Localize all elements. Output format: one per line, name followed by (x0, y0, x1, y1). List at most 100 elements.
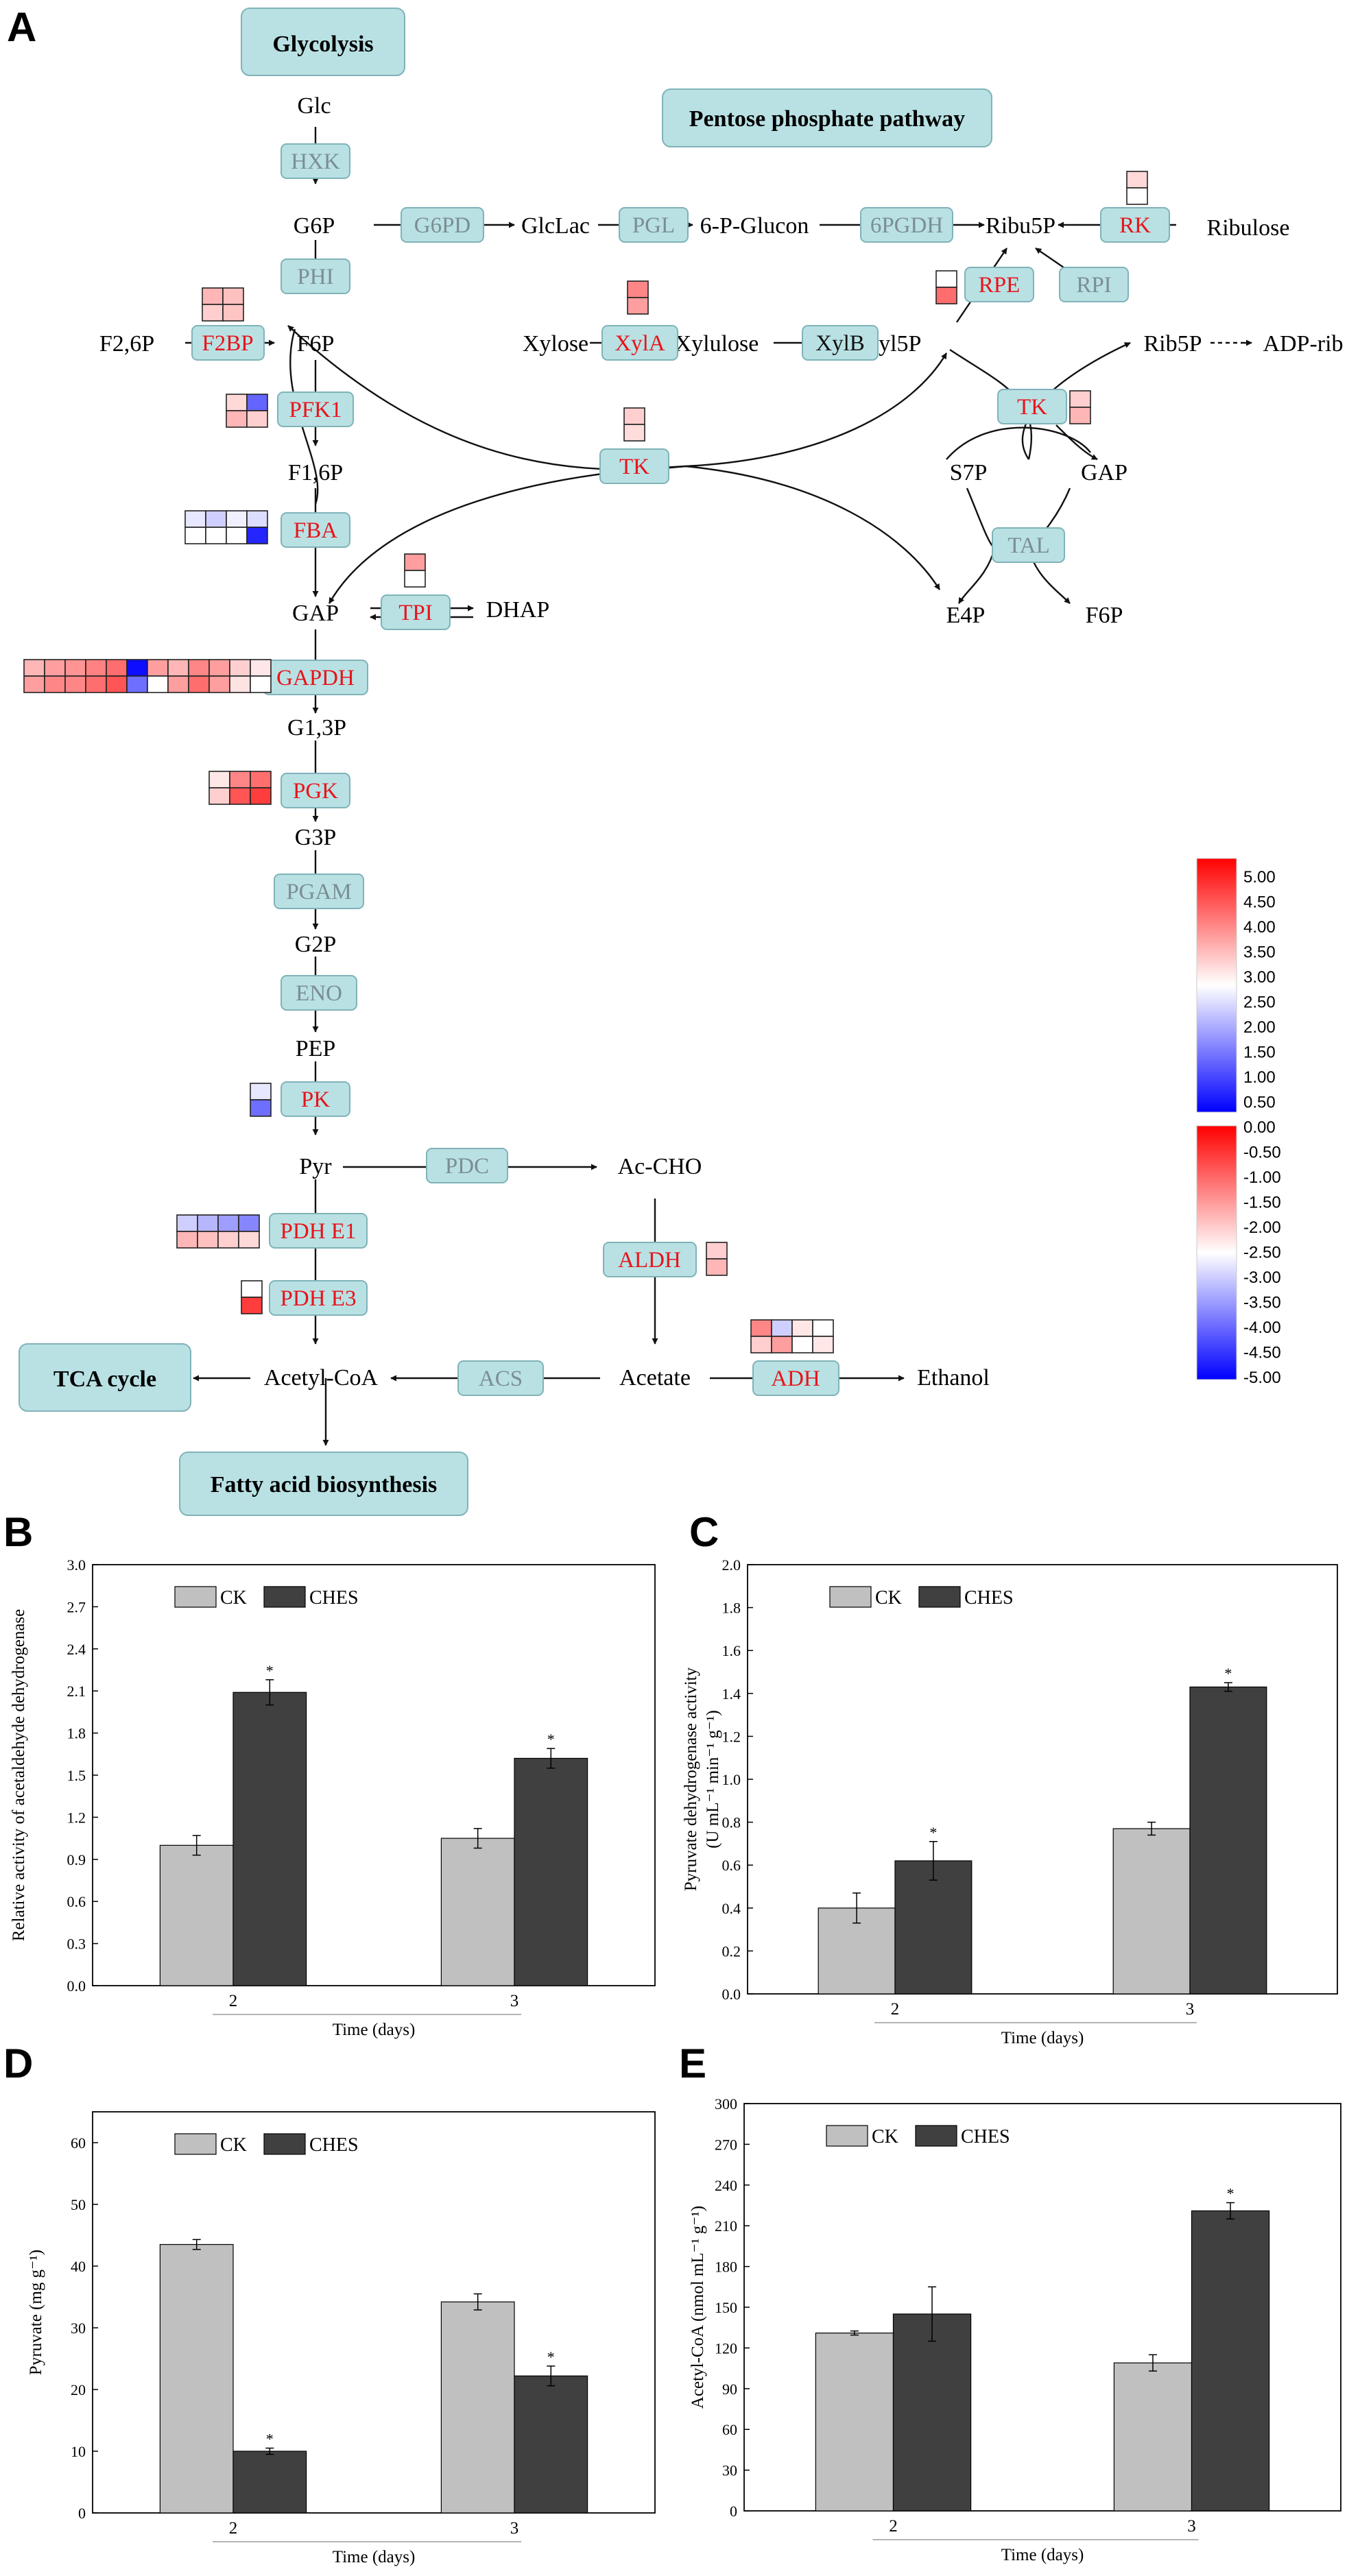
y-tick-label: 0.6 (722, 1857, 741, 1874)
heatmap-fba-cell (205, 527, 227, 544)
svg-text:RPE: RPE (979, 273, 1021, 298)
met-xylulose: Xylulose (675, 331, 759, 357)
heatmap-rk-cell (1126, 187, 1148, 205)
svg-text:PDC: PDC (445, 1154, 489, 1179)
x-axis-label: Time (days) (1001, 2029, 1084, 2047)
heatmap-rpe-cell (935, 287, 957, 304)
bar-ck-day2 (815, 2333, 894, 2512)
y-axis-label: Relative activity of acetaldehyde dehydr… (10, 1609, 28, 1942)
y-tick-label: 30 (71, 2320, 86, 2337)
chart-d: 0 10 20 30 40 50 60 * 2 * 3 Time (days) Pyruvate (mg… (27, 2111, 656, 2566)
enzyme-rpe: RPE (964, 267, 1034, 302)
met-xylose: Xylose (523, 331, 588, 357)
y-tick-label: 2.4 (67, 1641, 86, 1658)
y-tick-label: 2.0 (722, 1556, 741, 1574)
y-tick-label: 300 (715, 2095, 737, 2112)
heatmap-f2bp-cell (202, 287, 224, 305)
met-ribulose: Ribulose (1207, 215, 1290, 241)
heatmap-rpe-cell (935, 270, 957, 288)
heatmap-xyla-cell (627, 297, 649, 315)
enzyme-tk-center: TK (599, 448, 669, 484)
chart-e: 0 30 60 90 120 150 180 210 240 270 300 2 * 3 Time (day… (689, 2095, 1341, 2564)
enzyme-pgk: PGK (281, 773, 350, 808)
arrow-tk-e4p (685, 465, 941, 590)
arc-s7p-tal (966, 487, 995, 549)
panel-letter-b: B (3, 1509, 33, 1555)
heatmap-gapdh-cell (188, 659, 210, 677)
svg-text:ACS: ACS (479, 1367, 523, 1391)
heatmap-pgk-cell (208, 787, 230, 805)
y-tick-label: 0.8 (722, 1814, 741, 1831)
heatmap-adh-cell (791, 1336, 813, 1353)
colorbar-label: -2.00 (1243, 1218, 1281, 1237)
bar-ches-day3 (514, 2375, 588, 2514)
y-tick-label: 2.7 (67, 1598, 86, 1615)
arrow-tk-xyl5p (685, 352, 948, 468)
legend-label-ches: CHES (961, 2126, 1010, 2147)
colorbar: 5.00 4.50 4.00 3.50 3.00 2.50 2.00 1.50 1.00 0.50… (1196, 858, 1281, 1387)
met-acetate: Acetate (619, 1365, 691, 1391)
svg-text:PGAM: PGAM (286, 880, 351, 904)
heatmap-gapdh-cell (44, 659, 66, 677)
heatmap-fba-cell (226, 527, 248, 544)
met-glclac: GlcLac (521, 213, 590, 239)
bar-ches-day3 (1191, 2210, 1270, 2512)
enzyme-xyla: XylA (601, 325, 678, 361)
y-tick-label: 40 (71, 2258, 86, 2275)
svg-text:TK: TK (1017, 395, 1047, 420)
met-f6p2: F6P (1086, 603, 1123, 628)
heatmap-tk_center (623, 407, 645, 442)
heatmap-rpe (935, 270, 957, 304)
expression-heatmaps (23, 171, 1148, 1353)
met-g13p: G1,3P (287, 715, 346, 741)
heatmap-pfk1-cell (246, 394, 268, 411)
heatmap-aldh (706, 1242, 728, 1276)
legend-label-ches: CHES (309, 1587, 359, 1609)
heatmap-fba-cell (184, 527, 206, 544)
x-axis-label: Time (days) (333, 2548, 416, 2566)
heatmap-adh-cell (750, 1319, 772, 1337)
significance-star: * (266, 2431, 274, 2448)
enzyme-aldh: ALDH (603, 1242, 697, 1277)
heatmap-pgk-cell (250, 771, 272, 789)
colorbar-label: -4.00 (1243, 1319, 1281, 1337)
bar-ches-day2 (892, 2313, 972, 2512)
title-pentose-phosphate-pathway: Pentose phosphate pathway (662, 88, 992, 147)
heatmap-pfk1-cell (246, 410, 268, 428)
heatmap-pdhe1-cell (197, 1214, 219, 1232)
legend-swatch-ck (826, 2125, 868, 2147)
svg-text:FBA: FBA (294, 518, 337, 543)
y-tick-label: 90 (722, 2381, 737, 2398)
met-e4p: E4P (946, 603, 986, 628)
heatmap-pgk-cell (250, 787, 272, 805)
bar-ches-day2 (894, 1860, 973, 1995)
heatmap-adh (750, 1319, 834, 1353)
svg-text:6PGDH: 6PGDH (870, 213, 943, 238)
title-glycolysis: Glycolysis (241, 8, 405, 76)
x-tick-label: 3 (1186, 2000, 1195, 2019)
heatmap-pdhe1-cell (238, 1231, 260, 1249)
y-axis-units: (U mL⁻¹ min⁻¹ g⁻¹) (704, 1710, 722, 1849)
svg-text:PGL: PGL (632, 213, 675, 238)
heatmap-xyla-cell (627, 280, 649, 298)
enzyme-tk-right: TK (997, 389, 1067, 424)
svg-text:TAL: TAL (1007, 533, 1050, 558)
y-tick-label: 1.5 (67, 1767, 86, 1784)
bar-ck-day2 (159, 2243, 234, 2514)
heatmap-pdhe1-cell (217, 1214, 239, 1232)
heatmap-f2bp-cell (222, 304, 244, 322)
heatmap-adh-cell (771, 1336, 793, 1353)
heatmap-pgk-cell (208, 771, 230, 789)
y-tick-label: 0.2 (722, 1942, 741, 1960)
heatmap-gapdh-cell (147, 659, 169, 677)
heatmap-pk-cell (250, 1083, 272, 1100)
x-tick-label: 3 (1187, 2517, 1196, 2536)
legend-swatch-ck (829, 1586, 872, 1608)
heatmap-gapdh-cell (44, 675, 66, 693)
bar-ck-day3 (440, 1838, 515, 1986)
enzyme-pgam: PGAM (274, 874, 364, 909)
y-tick-label: 20 (71, 2381, 86, 2398)
heatmap-gapdh-cell (229, 659, 251, 677)
y-tick-label: 1.0 (722, 1771, 741, 1788)
heatmap-rk-cell (1126, 171, 1148, 189)
